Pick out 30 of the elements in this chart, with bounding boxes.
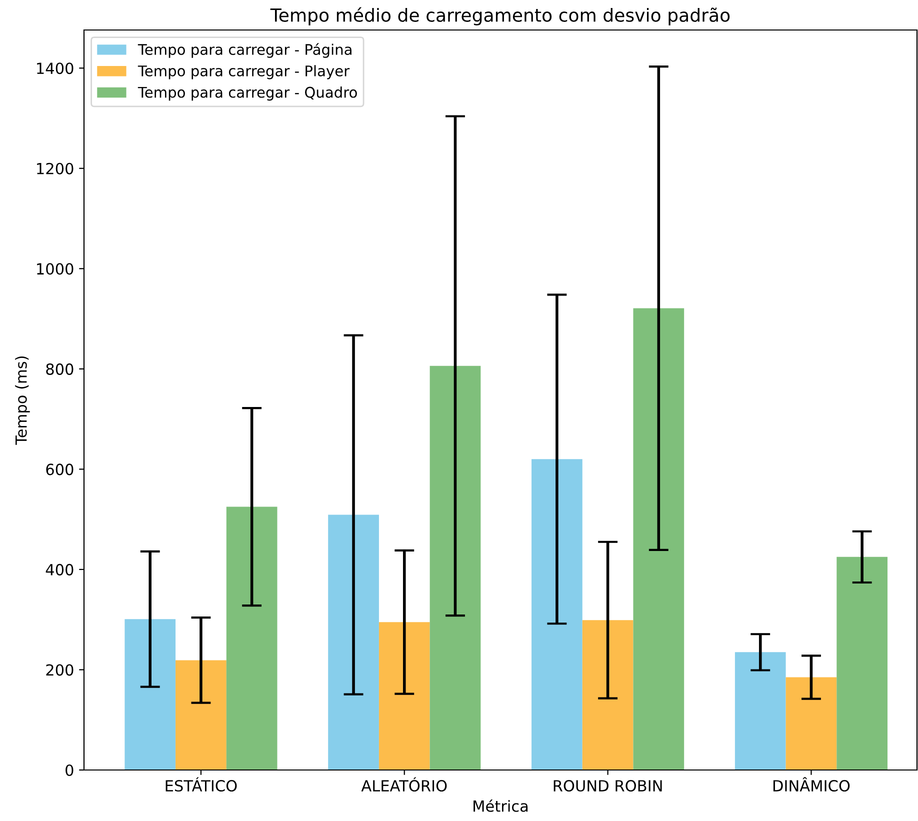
bar (430, 366, 481, 770)
y-tick-label: 1200 (37, 162, 74, 174)
bar (378, 622, 430, 770)
y-tick-label: 0 (66, 764, 74, 776)
x-tick-label: ROUND ROBIN (554, 780, 662, 792)
bar (124, 619, 176, 770)
x-tick-label: ALEATÓRIO (361, 777, 447, 792)
x-axis-title: Métrica (474, 799, 528, 812)
y-tick-label: 200 (46, 664, 74, 676)
y-tick-label: 1000 (37, 263, 74, 275)
bar (836, 556, 888, 770)
bar (226, 506, 278, 770)
y-axis-title: Tempo (ms) (15, 356, 30, 445)
legend-label: Tempo para carregar - Página (138, 43, 352, 58)
x-tick-label: DINÂMICO (773, 777, 850, 792)
legend-label: Tempo para carregar - Player (138, 65, 350, 80)
bar (734, 652, 786, 770)
bar (328, 514, 379, 770)
y-tick-label: 800 (46, 363, 74, 375)
chart-title: Tempo médio de carregamento com desvio padrão (270, 7, 730, 26)
bar (582, 620, 634, 770)
bar (786, 677, 837, 770)
bar (176, 660, 226, 770)
y-tick-label: 1400 (37, 62, 74, 74)
bar (633, 308, 684, 770)
y-tick-label: 400 (46, 564, 74, 576)
x-tick-label: ESTÁTICO (166, 777, 237, 792)
bar (532, 459, 582, 770)
y-tick-label: 600 (46, 464, 74, 476)
legend-label: Tempo para carregar - Quadro (138, 86, 357, 101)
